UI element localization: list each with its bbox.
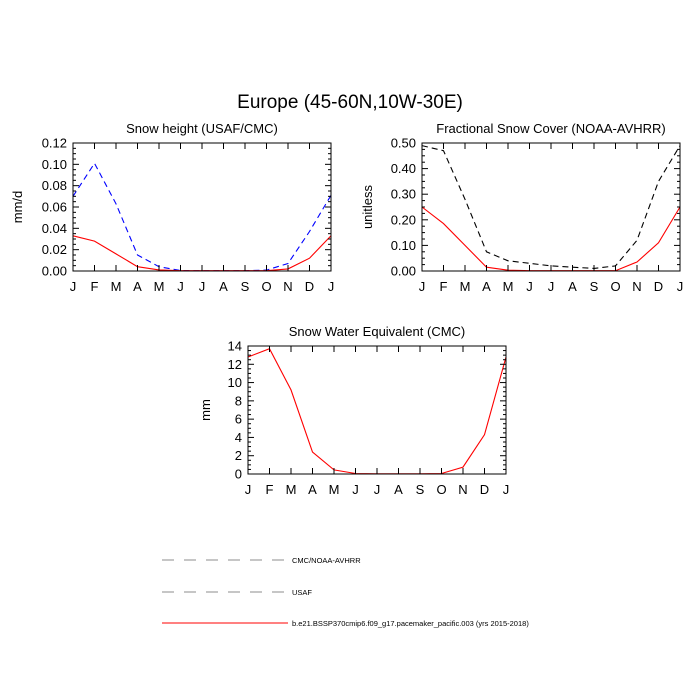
y-tick-label: 0.20	[391, 212, 416, 227]
x-tick-label: N	[632, 279, 641, 294]
y-tick-label: 0.40	[391, 161, 416, 176]
x-tick-label: M	[329, 482, 340, 497]
x-tick-label: J	[177, 279, 184, 294]
legend-label-1: CMC/NOAA-AVHRR	[292, 556, 361, 565]
x-tick-label: J	[526, 279, 533, 294]
y-tick-label: 14	[228, 339, 242, 354]
series-line-b-e21-bssp370cmip6-f09-g17-pac	[247, 348, 507, 475]
x-tick-label: J	[548, 279, 555, 294]
y-tick-label: 4	[235, 430, 242, 445]
x-tick-label: J	[503, 482, 510, 497]
x-tick-label: A	[394, 482, 403, 497]
y-tick-label: 0.10	[42, 157, 67, 172]
x-tick-label: F	[266, 482, 274, 497]
x-tick-label: J	[352, 482, 359, 497]
x-tick-label: J	[199, 279, 206, 294]
x-tick-label: S	[416, 482, 425, 497]
x-tick-label: M	[460, 279, 471, 294]
x-tick-label: M	[154, 279, 165, 294]
chart-fractional-snow-cover: Fractional Snow Cover (NOAA-AVHRR) unitle…	[360, 121, 683, 294]
x-tick-label: D	[480, 482, 489, 497]
y-tick-label: 8	[235, 393, 242, 408]
y-tick-label: 12	[228, 357, 242, 372]
y-tick-label: 0.00	[42, 264, 67, 279]
legend: CMC/NOAA-AVHRR USAF b.e21.BSSP370cmip6.f09…	[162, 556, 529, 628]
y-tick-label: 10	[228, 375, 242, 390]
series-line-usaf	[72, 162, 332, 272]
x-tick-label: O	[610, 279, 620, 294]
x-tick-label: J	[419, 279, 426, 294]
x-tick-label: S	[241, 279, 250, 294]
y-tick-label: 0.02	[42, 242, 67, 257]
x-tick-label: F	[91, 279, 99, 294]
x-tick-label: A	[219, 279, 228, 294]
x-tick-label: J	[245, 482, 252, 497]
x-tick-label: A	[482, 279, 491, 294]
y-tick-label: 0.06	[42, 200, 67, 215]
x-tick-label: O	[261, 279, 271, 294]
x-tick-label: O	[436, 482, 446, 497]
plot-frame	[247, 345, 507, 475]
x-tick-label: M	[503, 279, 514, 294]
legend-label-3: b.e21.BSSP370cmip6.f09_g17.pacemaker_pac…	[292, 619, 529, 628]
y-tick-label: 6	[235, 412, 242, 427]
y-tick-label: 0.12	[42, 136, 67, 151]
x-tick-label: A	[308, 482, 317, 497]
y-tick-label: 2	[235, 448, 242, 463]
x-tick-label: M	[286, 482, 297, 497]
x-tick-label: J	[328, 279, 335, 294]
plot-frame	[421, 142, 681, 272]
x-tick-label: D	[305, 279, 314, 294]
y-tick-label: 0.00	[391, 264, 416, 279]
y-tick-label: 0	[235, 467, 242, 482]
legend-label-2: USAF	[292, 588, 312, 597]
series-line-b-e21-bssp370cmip6-f09-g17-pac	[421, 206, 681, 272]
x-tick-label: A	[133, 279, 142, 294]
chart-snow-height: Snow height (USAF/CMC) mm/d 0.00 0.02 0.04 0.…	[10, 121, 334, 294]
x-tick-label: S	[590, 279, 599, 294]
figure-title: Europe (45-60N,10W-30E)	[237, 92, 463, 113]
y-axis-label: mm/d	[10, 191, 25, 224]
chart-panels: Snow height (USAF/CMC) mm/d 0.00 0.02 0.04 0.…	[10, 121, 683, 497]
chart-title: Snow Water Equivalent (CMC)	[289, 324, 466, 339]
x-tick-label: J	[70, 279, 77, 294]
x-tick-label: J	[677, 279, 684, 294]
x-tick-label: D	[654, 279, 663, 294]
x-tick-label: F	[440, 279, 448, 294]
x-tick-label: M	[111, 279, 122, 294]
x-tick-label: N	[283, 279, 292, 294]
chart-title: Fractional Snow Cover (NOAA-AVHRR)	[436, 121, 665, 136]
chart-title: Snow height (USAF/CMC)	[126, 121, 278, 136]
y-tick-label: 0.50	[391, 136, 416, 151]
y-axis-label: mm	[198, 399, 213, 421]
x-tick-label: N	[458, 482, 467, 497]
series-line-cmc-noaa-avhrr	[421, 145, 681, 269]
x-tick-label: J	[374, 482, 381, 497]
chart-snow-water-equivalent: Snow Water Equivalent (CMC) mm 0 2 4 6 8 10 12 14…	[198, 324, 509, 497]
x-tick-label: A	[568, 279, 577, 294]
y-tick-label: 0.10	[391, 238, 416, 253]
y-tick-label: 0.08	[42, 178, 67, 193]
y-tick-label: 0.04	[42, 221, 67, 236]
y-tick-label: 0.30	[391, 187, 416, 202]
y-axis-label: unitless	[360, 184, 375, 229]
